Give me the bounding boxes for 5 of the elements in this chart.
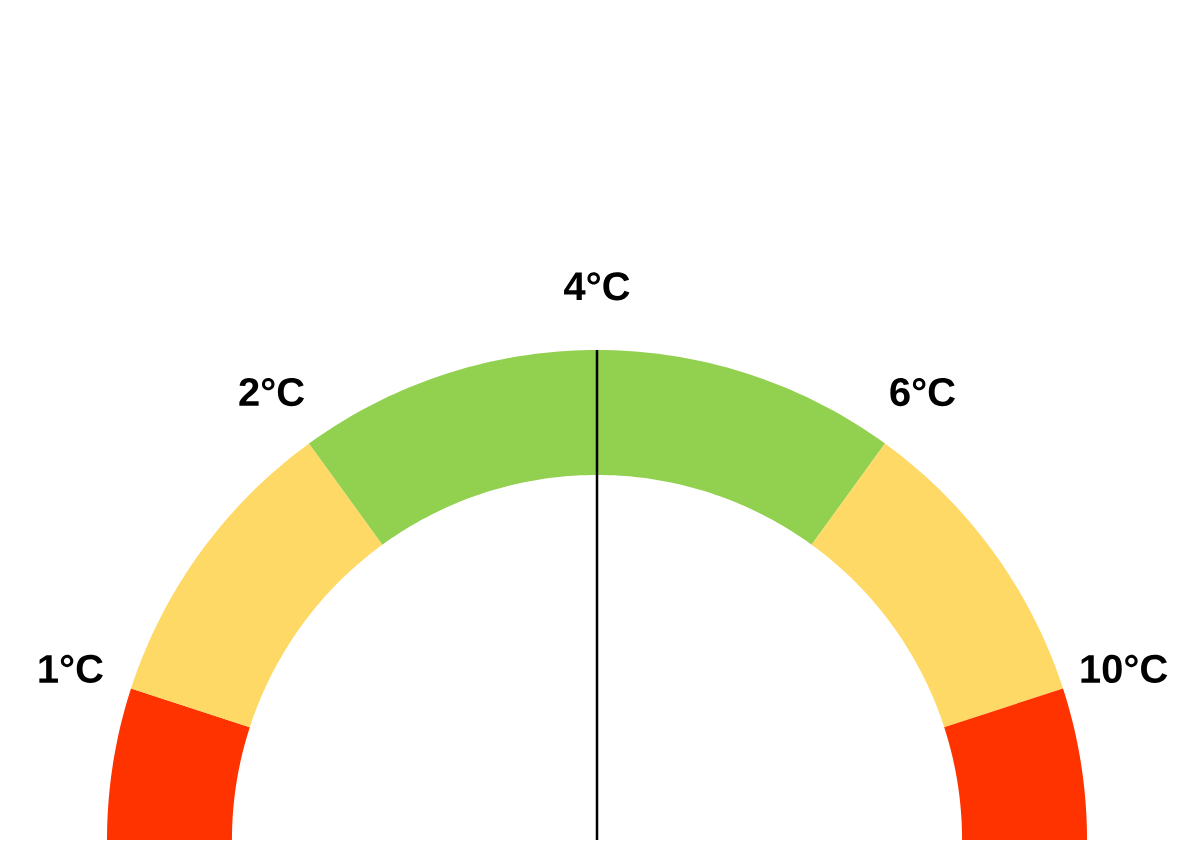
text: 2°C	[239, 377, 305, 407]
text: 6°C	[890, 377, 955, 407]
text: 10°C	[1081, 654, 1168, 684]
text: 4°C	[564, 272, 630, 301]
text: 1°C	[39, 654, 103, 684]
